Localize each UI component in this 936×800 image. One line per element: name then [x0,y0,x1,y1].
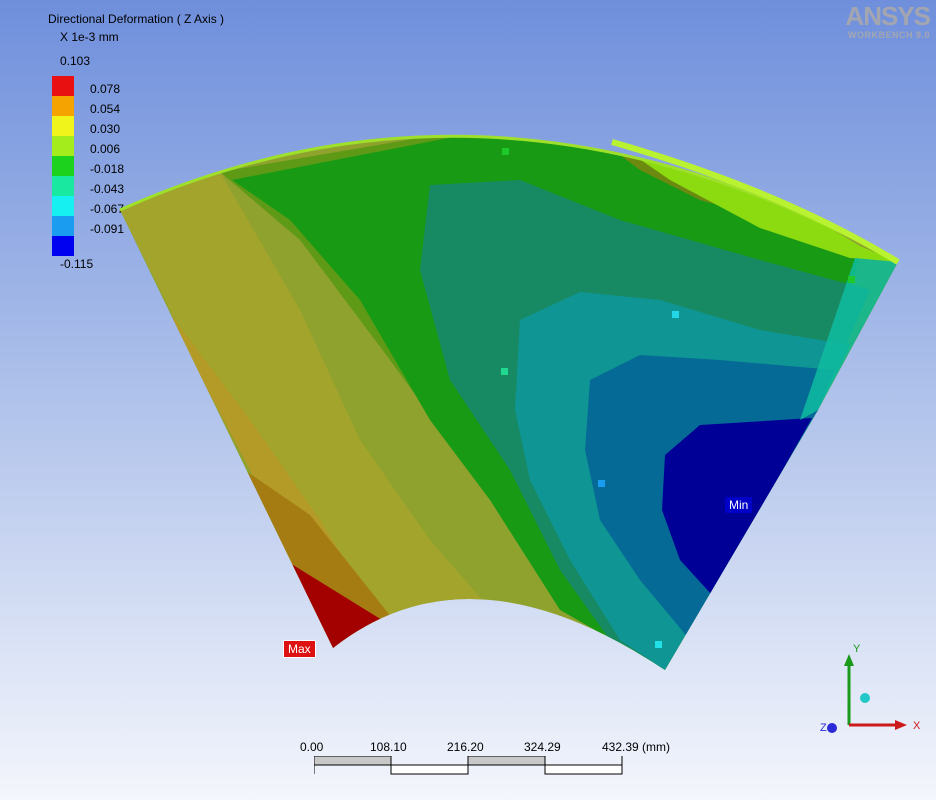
node-marker [672,311,679,318]
x-axis-label: X [913,720,921,732]
contour-band [230,460,400,648]
model-edge [611,139,900,265]
contour-band-max [285,560,390,648]
node-marker [655,641,662,648]
legend-swatch [52,176,74,196]
legend-swatch [52,136,74,156]
y-axis-label: Y [853,643,861,655]
scale-bar: 0.00 108.10 216.20 324.29 432.39 (mm) [290,738,690,778]
min-probe-label[interactable]: Min [725,497,753,513]
scale-tick-label: 108.10 [370,740,407,754]
legend-level-label: -0.067 [90,202,125,216]
node-marker [598,480,605,487]
legend-level-label: -0.043 [90,182,125,196]
brand-name: ANSYS [845,1,931,31]
iso-view-ball[interactable] [860,693,870,703]
scale-tick-label: 432.39 (mm) [602,740,671,754]
legend-level-label: 0.054 [90,102,121,116]
legend-max-value: 0.103 [60,54,91,68]
legend-min-value: -0.115 [60,257,94,271]
max-probe-label[interactable]: Max [283,640,316,658]
coordinate-triad[interactable]: Y X Z [815,640,935,750]
legend-swatch [52,116,74,136]
legend-level-label: -0.018 [90,162,125,176]
ansys-logo: ANSYS WORKBENCH 9.0 [838,1,931,40]
scale-tick-label: 324.29 [524,740,561,754]
z-axis-label: Z [820,722,827,734]
contour-band [120,172,500,648]
z-axis-dot [827,723,837,733]
contour-band [800,258,898,420]
legend-level-label: -0.091 [90,222,125,236]
legend-swatch [52,196,74,216]
x-axis-arrowhead [895,720,907,730]
brand-subtitle: WORKBENCH 9.0 [847,30,930,40]
legend-level-label: 0.006 [90,142,121,156]
node-marker [848,276,855,283]
legend-level-label: 0.078 [90,82,121,96]
model-edge [119,134,899,264]
legend-level-label: 0.030 [90,122,121,136]
legend-unit: X 1e-3 mm [60,30,119,44]
legend-title: Directional Deformation ( Z Axis ) [48,12,225,26]
scale-tick-label: 216.20 [447,740,484,754]
y-axis-arrowhead [844,654,854,666]
legend-swatch [52,96,74,116]
scale-tick-label: 0.00 [300,740,324,754]
legend-swatch [52,236,74,256]
legend-swatch [52,216,74,236]
scale-bar-graphic [314,756,623,775]
legend-swatch [52,156,74,176]
legend-swatch [52,76,74,96]
node-marker [501,368,508,375]
node-marker [502,148,509,155]
